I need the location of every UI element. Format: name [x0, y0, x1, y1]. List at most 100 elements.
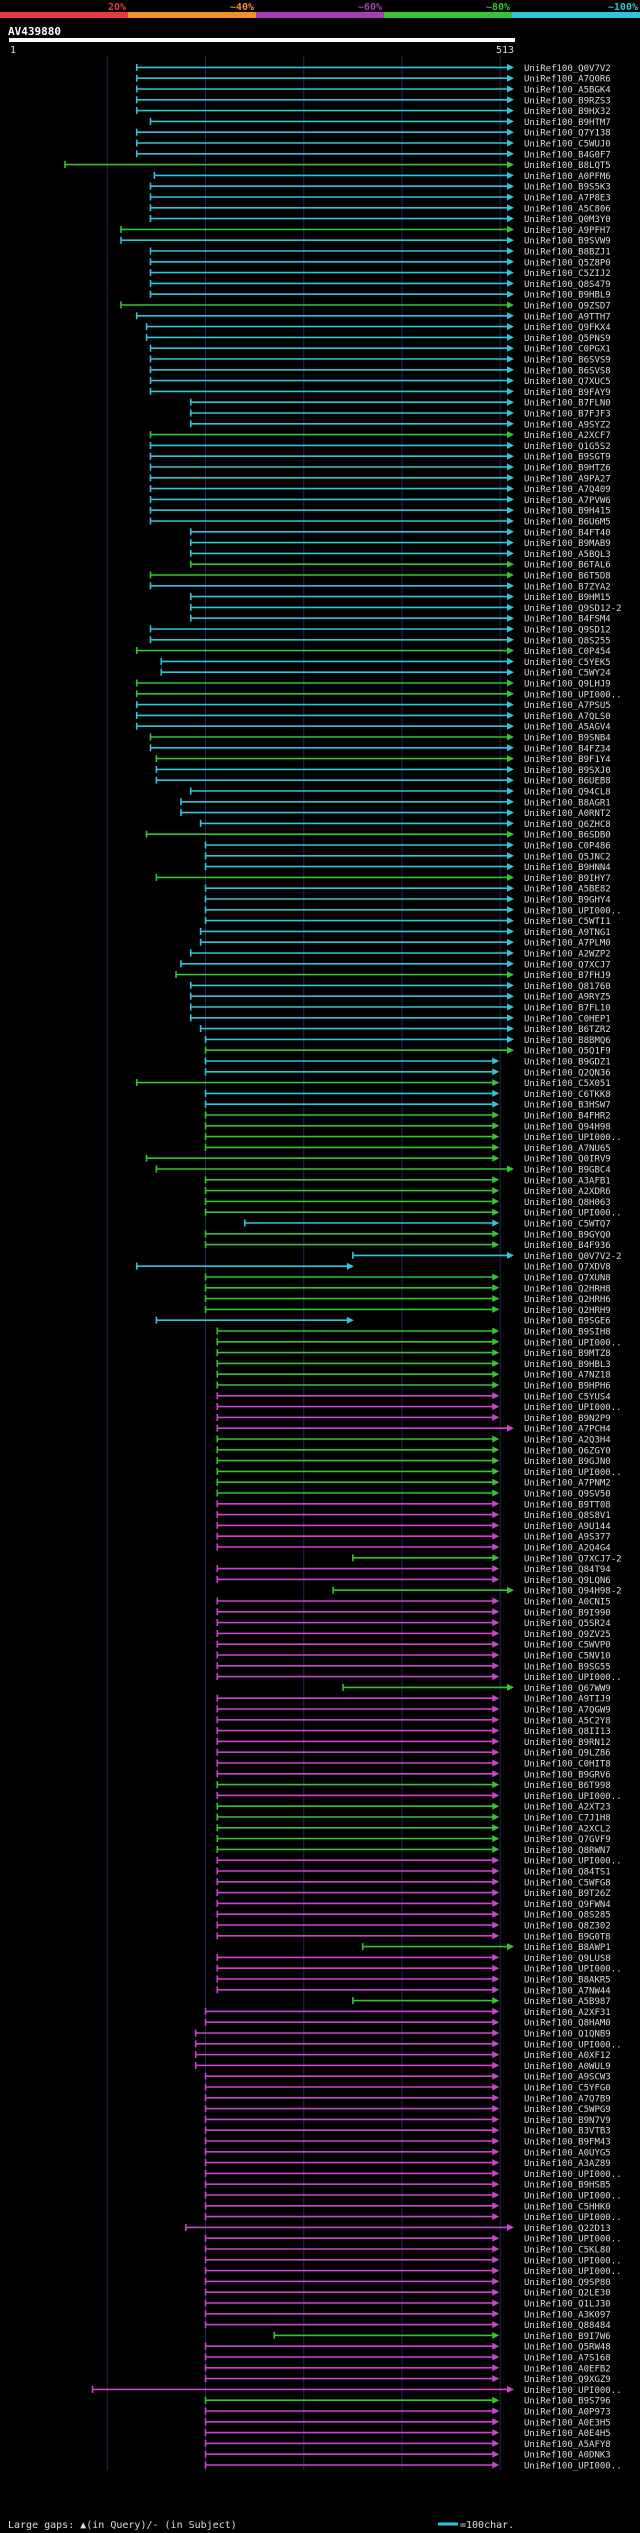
hit-row[interactable]: UniRef100_Q5SR24	[216, 1619, 611, 1629]
hit-label[interactable]: UniRef100_Q7XDV8	[524, 1263, 611, 1273]
hit-label[interactable]: UniRef100_A0DNK3	[524, 2451, 611, 2461]
hit-row[interactable]: UniRef100_B6T998	[216, 1781, 611, 1791]
hit-label[interactable]: UniRef100_A5C2Y8	[524, 1716, 611, 1726]
hit-row[interactable]: UniRef100_Q9LUS8	[216, 1953, 611, 1964]
hit-row[interactable]: UniRef100_A0E3H5	[204, 2418, 611, 2428]
hit-label[interactable]: UniRef100_B6U6M5	[524, 518, 611, 528]
hit-label[interactable]: UniRef100_B9MAB9	[524, 539, 611, 549]
hit-row[interactable]: UniRef100_C5WVP0	[216, 1640, 611, 1651]
hit-row[interactable]: UniRef100_B6T5D8	[149, 571, 611, 582]
hit-row[interactable]: UniRef100_C5YEK5	[160, 657, 611, 668]
hit-row[interactable]: UniRef100_C5ZIJ2	[149, 269, 611, 279]
hit-row[interactable]: UniRef100_B7FL10	[189, 1003, 611, 1014]
hit-label[interactable]: UniRef100_A9TNG1	[524, 928, 611, 938]
hit-row[interactable]: UniRef100_C5WUJ0	[135, 139, 611, 150]
hit-row[interactable]: UniRef100_A5BQL3	[189, 549, 611, 560]
hit-row[interactable]: UniRef100_C0P486	[204, 841, 611, 852]
hit-row[interactable]: UniRef100_A9U144	[216, 1521, 611, 1532]
hit-label[interactable]: UniRef100_C5YFG0	[524, 2084, 611, 2094]
hit-row[interactable]: UniRef100_B4FHR2	[204, 1111, 611, 1122]
hit-label[interactable]: UniRef100_UPI000..	[524, 2235, 622, 2245]
hit-label[interactable]: UniRef100_B8LQT5	[524, 161, 611, 171]
hit-label[interactable]: UniRef100_B7FLN0	[524, 399, 611, 409]
hit-row[interactable]: UniRef100_A9PA27	[149, 474, 611, 484]
hit-row[interactable]: UniRef100_B9HTM7	[149, 117, 611, 128]
hit-label[interactable]: UniRef100_A0EFB2	[524, 2364, 611, 2374]
hit-row[interactable]: UniRef100_Q8Z302	[216, 1921, 611, 1932]
hit-row[interactable]: UniRef100_B9GRV6	[216, 1770, 611, 1780]
hit-label[interactable]: UniRef100_Q6ZHC8	[524, 820, 611, 830]
hit-label[interactable]: UniRef100_B9SG55	[524, 1662, 611, 1672]
hit-row[interactable]: UniRef100_Q8H063	[204, 1197, 611, 1208]
hit-row[interactable]: UniRef100_A7QGW9	[216, 1705, 611, 1716]
hit-row[interactable]: UniRef100_A2XT23	[216, 1802, 611, 1813]
hit-label[interactable]: UniRef100_A9RYZ5	[524, 993, 611, 1003]
hit-label[interactable]: UniRef100_B9RZS3	[524, 96, 611, 106]
hit-row[interactable]: UniRef100_C0P454	[135, 647, 611, 657]
hit-label[interactable]: UniRef100_C5HHK0	[524, 2202, 611, 2212]
hit-row[interactable]: UniRef100_B8LQT5	[64, 161, 611, 171]
hit-label[interactable]: UniRef100_C7J1H8	[524, 1814, 611, 1824]
hit-label[interactable]: UniRef100_Q8S285	[524, 1911, 611, 1921]
hit-row[interactable]: UniRef100_Q9ZV25	[216, 1629, 611, 1640]
hit-row[interactable]: UniRef100_C5YUS4	[216, 1392, 611, 1402]
hit-label[interactable]: UniRef100_B4FZ34	[524, 744, 611, 754]
hit-row[interactable]: UniRef100_B9RZS3	[135, 96, 611, 106]
hit-row[interactable]: UniRef100_Q9LZ86	[216, 1748, 611, 1759]
hit-row[interactable]: UniRef100_A9RYZ5	[189, 992, 611, 1003]
hit-row[interactable]: UniRef100_A0CNI5	[216, 1597, 611, 1608]
hit-label[interactable]: UniRef100_B3VTB3	[524, 2127, 611, 2137]
hit-row[interactable]: UniRef100_A2XF31	[204, 2007, 611, 2018]
hit-label[interactable]: UniRef100_A2XCF7	[524, 431, 611, 441]
hit-row[interactable]: UniRef100_Q7Y138	[135, 128, 611, 139]
hit-label[interactable]: UniRef100_Q8RWN7	[524, 1846, 611, 1856]
hit-row[interactable]: UniRef100_B9F1Y4	[155, 755, 611, 765]
hit-row[interactable]: UniRef100_A7PNM2	[216, 1478, 611, 1489]
hit-label[interactable]: UniRef100_A9PFH7	[524, 226, 611, 236]
hit-label[interactable]: UniRef100_C0P454	[524, 647, 611, 657]
hit-label[interactable]: UniRef100_A9SYZ2	[524, 420, 611, 430]
hit-row[interactable]: UniRef100_Q84T94	[216, 1565, 611, 1575]
hit-label[interactable]: UniRef100_B6TAL6	[524, 561, 611, 571]
hit-label[interactable]: UniRef100_C5WY24	[524, 669, 611, 679]
hit-row[interactable]: UniRef100_A3AFB1	[204, 1176, 611, 1186]
hit-row[interactable]: UniRef100_B6TAL6	[189, 560, 611, 571]
hit-label[interactable]: UniRef100_B8AWP1	[524, 1943, 611, 1953]
hit-label[interactable]: UniRef100_Q8H063	[524, 1198, 611, 1208]
hit-label[interactable]: UniRef100_C5ZIJ2	[524, 269, 611, 279]
hit-row[interactable]: UniRef100_UPI000..	[135, 690, 622, 700]
hit-label[interactable]: UniRef100_Q7XCJ7	[524, 960, 611, 970]
hit-row[interactable]: UniRef100_UPI000..	[194, 2040, 622, 2050]
hit-label[interactable]: UniRef100_Q5SR24	[524, 1619, 611, 1629]
hit-row[interactable]: UniRef100_UPI000..	[216, 1467, 622, 1478]
hit-label[interactable]: UniRef100_Q9LZ86	[524, 1749, 611, 1759]
hit-row[interactable]: UniRef100_A9TIJ9	[216, 1694, 611, 1705]
hit-label[interactable]: UniRef100_A9TTH7	[524, 312, 611, 322]
hit-row[interactable]: UniRef100_UPI000..	[216, 1964, 622, 1975]
hit-row[interactable]: UniRef100_B9S796	[204, 2396, 611, 2407]
hit-row[interactable]: UniRef100_Q9XGZ9	[204, 2375, 611, 2385]
hit-label[interactable]: UniRef100_A5BQL3	[524, 550, 611, 560]
hit-row[interactable]: UniRef100_Q9LHJ9	[135, 679, 611, 690]
hit-row[interactable]: UniRef100_A7Q0R6	[135, 74, 611, 85]
hit-label[interactable]: UniRef100_A7Q409	[524, 485, 611, 495]
hit-row[interactable]: UniRef100_A5C2Y8	[216, 1716, 611, 1726]
hit-label[interactable]: UniRef100_A5BE82	[524, 885, 611, 895]
hit-row[interactable]: UniRef100_Q9FWN4	[216, 1899, 611, 1910]
hit-row[interactable]: UniRef100_Q1LJ30	[204, 2299, 611, 2310]
hit-label[interactable]: UniRef100_B7FJF3	[524, 410, 611, 420]
hit-label[interactable]: UniRef100_Q8S255	[524, 636, 611, 646]
hit-label[interactable]: UniRef100_UPI000..	[524, 1965, 622, 1975]
hit-row[interactable]: UniRef100_B9SG55	[216, 1662, 611, 1672]
hit-row[interactable]: UniRef100_B6SDB0	[145, 830, 611, 841]
hit-row[interactable]: UniRef100_B9MAB9	[189, 539, 611, 549]
hit-label[interactable]: UniRef100_UPI000..	[524, 1133, 622, 1143]
hit-label[interactable]: UniRef100_Q9SV50	[524, 1490, 611, 1500]
hit-label[interactable]: UniRef100_B4FHR2	[524, 1112, 611, 1122]
hit-row[interactable]: UniRef100_A0XF12	[194, 2051, 611, 2061]
hit-label[interactable]: UniRef100_B9I990	[524, 1608, 611, 1618]
hit-label[interactable]: UniRef100_Q8Z302	[524, 1922, 611, 1932]
hit-row[interactable]: UniRef100_Q94H98-2	[332, 1586, 622, 1597]
hit-row[interactable]: UniRef100_A0DNK3	[204, 2450, 611, 2461]
hit-row[interactable]: UniRef100_B9HBL9	[149, 290, 611, 301]
